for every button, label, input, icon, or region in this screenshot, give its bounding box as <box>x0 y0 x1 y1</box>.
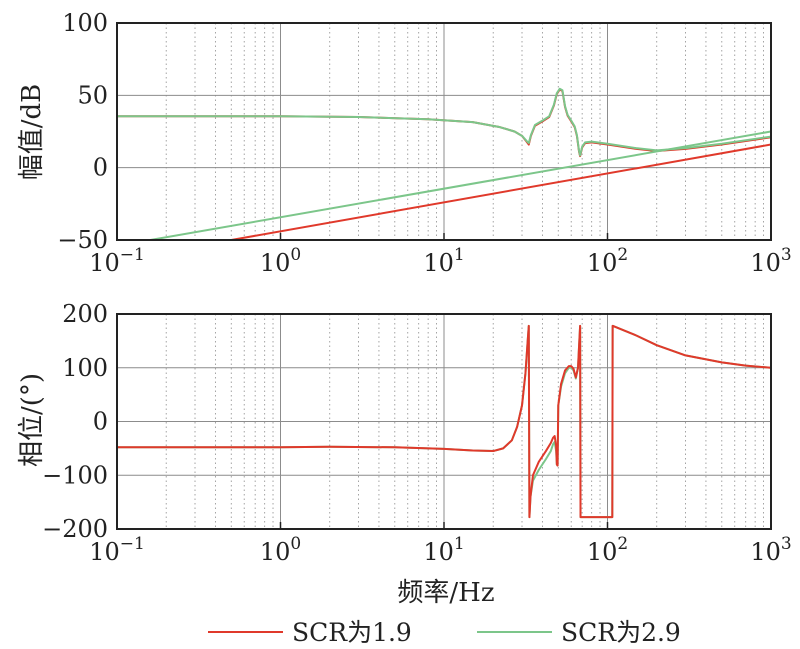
magnitude-series-line-2 <box>231 143 771 240</box>
magnitude-x-tick-label: 100 <box>260 245 301 277</box>
magnitude-ylabel: 幅值/dB <box>17 84 47 181</box>
phase-x-tick-label: 103 <box>750 534 791 566</box>
phase-y-tick-label: 0 <box>93 408 108 436</box>
frequency-xlabel: 频率/Hz <box>397 578 494 608</box>
magnitude-y-tick-label: −50 <box>57 226 108 254</box>
magnitude-x-tick-label: 101 <box>423 245 464 277</box>
magnitude-series-line-1 <box>117 87 771 157</box>
magnitude-x-tick-label: 102 <box>587 245 628 277</box>
magnitude-y-tick-label: 50 <box>77 81 108 109</box>
phase-panel: 10−1 100 101 102 103 200 100 0 −100 −200 <box>42 300 792 566</box>
phase-x-tick-label: 101 <box>423 534 464 566</box>
magnitude-y-tick-label: 0 <box>93 154 108 182</box>
magnitude-panel: 10−1 100 101 102 103 100 50 0 −50 <box>57 9 791 277</box>
magnitude-x-tick-label: 103 <box>750 245 791 277</box>
legend: SCR为1.9 SCR为2.9 <box>208 618 681 647</box>
legend-label-scr-2-9: SCR为2.9 <box>561 618 681 647</box>
magnitude-minor-grid <box>165 23 764 240</box>
phase-series-group <box>117 324 771 519</box>
phase-x-tick-label: 100 <box>260 534 301 566</box>
phase-ylabel: 相位/(°) <box>17 373 47 467</box>
phase-y-tick-label: −100 <box>42 461 108 489</box>
legend-label-scr-1-9: SCR为1.9 <box>292 618 412 647</box>
phase-y-tick-label: −200 <box>42 515 108 543</box>
magnitude-series-group <box>117 87 771 240</box>
phase-y-tick-label: 200 <box>62 300 108 328</box>
magnitude-x-tick-label: 10−1 <box>89 245 145 277</box>
magnitude-y-tick-label: 100 <box>62 9 108 37</box>
phase-series-line-1 <box>117 324 771 519</box>
phase-x-tick-label: 102 <box>587 534 628 566</box>
magnitude-series-line-3 <box>150 130 771 240</box>
phase-x-tick-label: 10−1 <box>89 534 145 566</box>
phase-y-tick-label: 100 <box>62 354 108 382</box>
